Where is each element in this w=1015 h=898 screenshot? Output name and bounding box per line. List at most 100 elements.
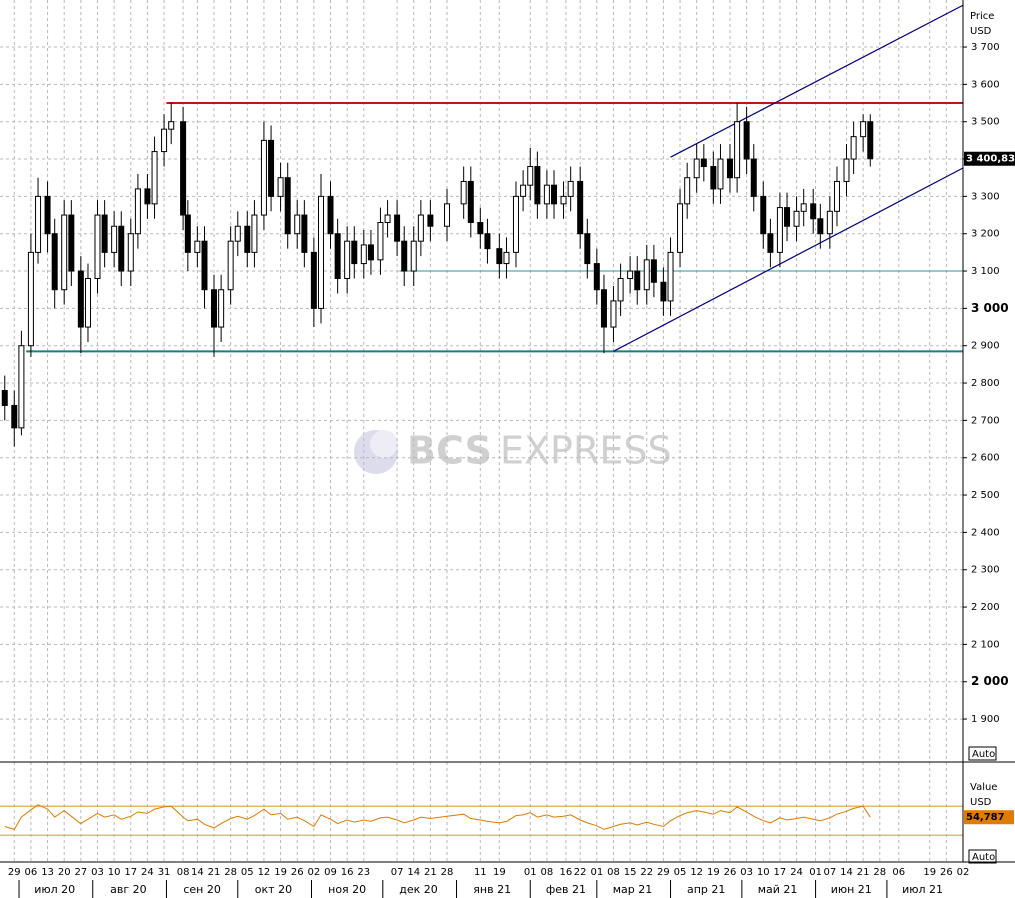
candle-body [577,180,584,235]
candle-body [180,121,187,216]
candle-body [161,128,168,153]
x-tick-label: 12 [258,867,271,878]
x-tick-label: 02 [957,867,970,878]
x-tick-label: 07 [391,867,404,878]
candle-body [667,251,674,302]
candle-body [534,166,541,205]
candle-body [717,158,724,190]
candle-body [850,136,857,160]
x-tick-label: 20 [58,867,71,878]
indicator-line [4,804,871,830]
last-price-box [964,151,1015,166]
x-tick-label: 09 [324,867,337,878]
candle-body [151,151,158,205]
y-tick-label: 3 300 [971,191,1000,202]
month-label: апр 21 [687,883,725,896]
y-tick-label: 2 100 [971,639,1000,650]
x-tick-label: 19 [274,867,287,878]
watermark-text: BCS [407,429,492,473]
auto-button[interactable] [968,746,997,761]
candle-body [734,121,741,179]
x-tick-label: 24 [790,867,803,878]
x-tick-label: 15 [624,867,637,878]
x-tick-label: 02 [307,867,320,878]
candle-body [401,240,408,272]
candle-body [127,233,134,272]
y-tick-label: 3 500 [971,117,1000,128]
x-tick-label: 24 [141,867,154,878]
y-tick-label: 1 900 [971,714,1000,725]
candle-body [301,214,308,253]
candle-body [367,244,374,261]
trend-line [613,167,964,352]
candle-body [61,214,68,291]
candle-body [867,121,874,160]
x-tick-label: 19 [493,867,506,878]
candle-body [520,184,527,197]
candle-body [51,233,58,291]
y-tick-label: 3 600 [971,79,1000,90]
x-tick-label: 31 [158,867,171,878]
candle-body [44,195,51,235]
candle-body [360,244,367,265]
candle-body [284,177,291,235]
x-tick-label: 13 [41,867,54,878]
y-tick-label: 2 600 [971,453,1000,464]
last-price-label: 3 400,830 [966,154,1015,165]
auto-button[interactable] [968,849,997,864]
candle-body [684,177,691,205]
y-tick-label: 2 800 [971,378,1000,389]
candle-body [384,214,391,224]
last-value-label: 54,787 [966,812,1005,823]
candle-body [833,180,840,212]
candle-body [600,289,607,328]
month-label: июн 21 [831,883,872,896]
month-label: дек 20 [399,883,438,896]
candle-body [650,259,657,283]
month-label: сен 20 [183,883,221,896]
candle-body [218,289,225,328]
axis-label: Value [970,782,997,793]
y-tick-label: 2 000 [971,674,1009,688]
x-tick-label: 16 [341,867,354,878]
candle-body [817,218,824,235]
axis-label: Price [970,11,994,22]
candle-body [693,158,700,179]
x-tick-label: 28 [224,867,237,878]
candle-body [750,158,757,197]
candle-body [327,195,334,235]
x-tick-label: 16 [560,867,573,878]
watermark: BCS EXPRESS [354,429,672,474]
candle-body [677,203,684,253]
candle-body [194,240,201,253]
y-tick-label: 2 400 [971,527,1000,538]
x-tick-label: 23 [357,867,370,878]
month-label: окт 20 [255,883,292,896]
candle-body [700,158,707,168]
x-tick-label: 06 [892,867,905,878]
candle-body [800,203,807,212]
x-tick-label: 05 [241,867,254,878]
candle-body [118,225,125,272]
candle-body [377,222,384,261]
y-tick-label: 2 500 [971,490,1000,501]
candle-body [634,270,641,291]
x-tick-label: 29 [8,867,21,878]
x-tick-label: 19 [707,867,720,878]
x-tick-label: 01 [809,867,822,878]
candle-body [784,207,791,227]
auto-label[interactable]: Auto [972,852,995,863]
candle-body [427,214,434,227]
x-tick-label: 22 [574,867,587,878]
x-tick-label: 29 [657,867,670,878]
candle-body [793,210,800,227]
month-label: ноя 20 [328,883,366,896]
candle-body [810,203,817,220]
auto-label[interactable]: Auto [972,749,995,760]
x-tick-label: 21 [857,867,870,878]
candle-body [244,225,251,253]
candle-body [726,158,733,179]
